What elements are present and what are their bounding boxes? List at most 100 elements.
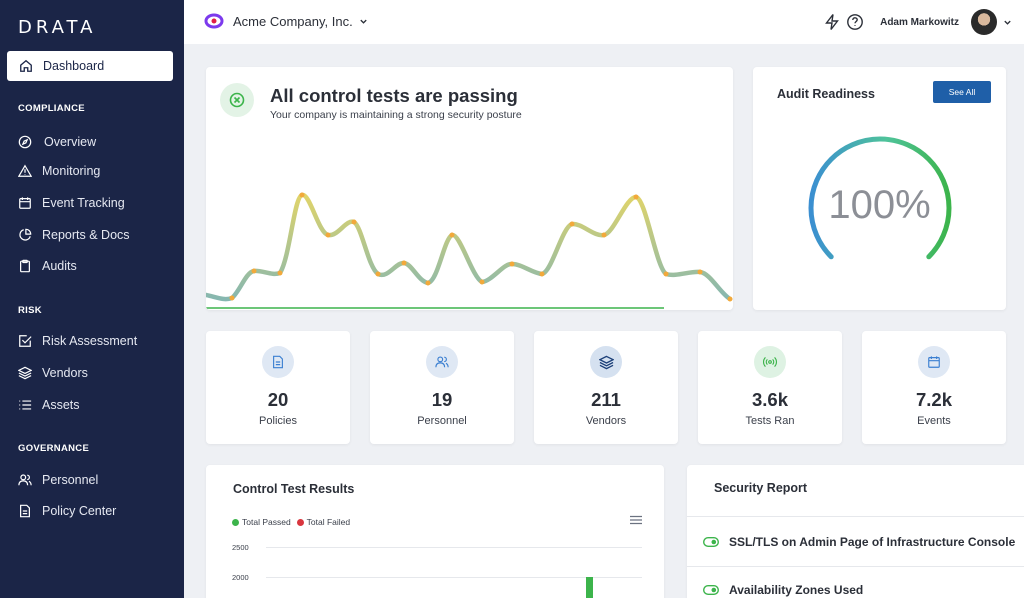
stat-icon-wrap <box>262 346 294 378</box>
stat-value: 20 <box>267 389 289 410</box>
chart-legend: Total Passed Total Failed <box>232 517 356 527</box>
sidebar-item-label: Reports & Docs <box>42 228 130 242</box>
avatar[interactable] <box>971 9 997 35</box>
layers-icon <box>598 355 614 369</box>
security-report-item-label: SSL/TLS on Admin Page of Infrastructure … <box>729 535 1016 549</box>
card-title: Control Test Results <box>233 482 355 496</box>
security-report-item[interactable]: Availability Zones Used <box>703 583 863 597</box>
sidebar: DRATA Dashboard COMPLIANCE Overview Moni… <box>0 0 184 598</box>
gridline <box>266 577 642 578</box>
hero-subtitle: Your company is maintaining a strong sec… <box>270 109 522 121</box>
sidebar-item-personnel[interactable]: Personnel <box>18 473 98 487</box>
sidebar-item-label: Personnel <box>42 473 99 487</box>
see-all-button[interactable]: See All <box>933 81 991 103</box>
gauge-value: 100% <box>828 183 931 227</box>
security-report-item-label: Availability Zones Used <box>729 583 864 597</box>
stat-value: 211 <box>591 389 621 410</box>
list-icon <box>19 400 32 410</box>
audit-title: Audit Readiness <box>777 87 875 101</box>
calendar-icon <box>19 197 31 209</box>
top-right-controls: Adam Markowitz <box>824 9 1012 35</box>
sidebar-item-audits[interactable]: Audits <box>18 259 77 273</box>
stat-value: 7.2k <box>915 389 952 410</box>
users-icon <box>435 356 449 368</box>
section-compliance: COMPLIANCE <box>18 103 85 114</box>
signal-icon <box>763 357 777 367</box>
sidebar-item-label: Vendors <box>42 366 88 380</box>
legend-item-failed[interactable]: Total Failed <box>296 517 350 527</box>
sidebar-item-risk-assessment[interactable]: Risk Assessment <box>18 334 137 348</box>
help-icon[interactable] <box>846 13 864 31</box>
security-report-card: Security Report SSL/TLS on Admin Page of… <box>687 465 1024 598</box>
sidebar-item-label: Dashboard <box>43 59 105 73</box>
stat-label: Vendors <box>585 415 627 427</box>
sidebar-item-monitoring[interactable]: Monitoring <box>18 164 100 178</box>
gauge-arc <box>808 136 952 260</box>
sidebar-item-assets[interactable]: Assets <box>18 398 80 412</box>
audit-readiness-card: Audit Readiness See All 100% <box>753 67 1006 310</box>
sidebar-item-label: Overview <box>44 135 97 149</box>
document-icon <box>20 504 30 518</box>
company-logo-icon <box>204 13 224 29</box>
stat-label: Events <box>917 415 951 427</box>
sidebar-item-reports-docs[interactable]: Reports & Docs <box>18 228 130 242</box>
sidebar-item-policy-center[interactable]: Policy Center <box>18 504 116 518</box>
stat-card-events[interactable]: 7.2k Events <box>862 331 1006 444</box>
stat-label: Tests Ran <box>745 415 795 427</box>
security-report-item[interactable]: SSL/TLS on Admin Page of Infrastructure … <box>703 535 1015 549</box>
sidebar-item-label: Assets <box>42 398 80 412</box>
home-icon <box>20 59 32 72</box>
trend-wave-graphic <box>206 192 733 309</box>
sidebar-item-label: Policy Center <box>42 504 117 518</box>
chevron-down-icon <box>360 19 367 24</box>
compass-icon <box>18 135 32 149</box>
wave-points <box>229 192 733 302</box>
document-icon <box>273 355 283 369</box>
sidebar-item-label: Event Tracking <box>42 196 125 210</box>
app-logo[interactable]: DRATA <box>18 17 97 38</box>
readiness-gauge <box>808 136 952 260</box>
divider <box>687 516 1024 517</box>
stat-card-tests-ran[interactable]: 3.6k Tests Ran <box>698 331 842 444</box>
pie-chart-icon <box>19 228 32 241</box>
hero-title: All control tests are passing <box>270 85 518 106</box>
stat-card-vendors[interactable]: 211 Vendors <box>534 331 678 444</box>
sidebar-item-dashboard[interactable]: Dashboard <box>7 51 173 81</box>
stat-icon-wrap <box>590 346 622 378</box>
stat-value: 19 <box>431 389 453 410</box>
status-icon-wrap <box>220 83 254 117</box>
stat-icon-wrap <box>918 346 950 378</box>
stat-card-personnel[interactable]: 19 Personnel <box>370 331 514 444</box>
users-icon <box>18 474 32 486</box>
company-switcher[interactable]: Acme Company, Inc. <box>204 12 368 30</box>
y-tick-label: 2000 <box>232 573 249 582</box>
stat-label: Personnel <box>417 415 467 427</box>
y-tick-label: 2500 <box>232 543 249 552</box>
stat-card-policies[interactable]: 20 Policies <box>206 331 350 444</box>
check-circle-icon <box>229 92 245 108</box>
stat-icon-wrap <box>426 346 458 378</box>
chart-menu-icon[interactable] <box>630 515 642 525</box>
warning-icon <box>18 164 32 177</box>
sidebar-item-event-tracking[interactable]: Event Tracking <box>18 196 125 210</box>
chevron-down-icon[interactable] <box>1003 18 1012 27</box>
divider <box>687 566 1024 567</box>
stat-label: Policies <box>259 415 297 427</box>
legend-item-passed[interactable]: Total Passed <box>232 517 291 527</box>
toggle-on-icon <box>703 537 719 547</box>
user-name[interactable]: Adam Markowitz <box>880 16 959 28</box>
section-risk: RISK <box>18 305 42 316</box>
stat-value: 3.6k <box>751 389 788 410</box>
checkbox-icon <box>19 335 32 347</box>
company-name: Acme Company, Inc. <box>233 13 353 29</box>
toggle-on-icon <box>703 585 719 595</box>
control-test-results-card: Control Test Results Total Passed Total … <box>206 465 664 598</box>
sidebar-item-vendors[interactable]: Vendors <box>18 366 88 380</box>
sidebar-item-label: Audits <box>42 259 77 273</box>
lightning-icon[interactable] <box>824 13 840 31</box>
sidebar-item-label: Risk Assessment <box>42 334 138 348</box>
gridline <box>266 547 642 548</box>
stat-icon-wrap <box>754 346 786 378</box>
sidebar-item-overview[interactable]: Overview <box>18 135 96 149</box>
chart-bar-passed[interactable] <box>586 577 593 598</box>
